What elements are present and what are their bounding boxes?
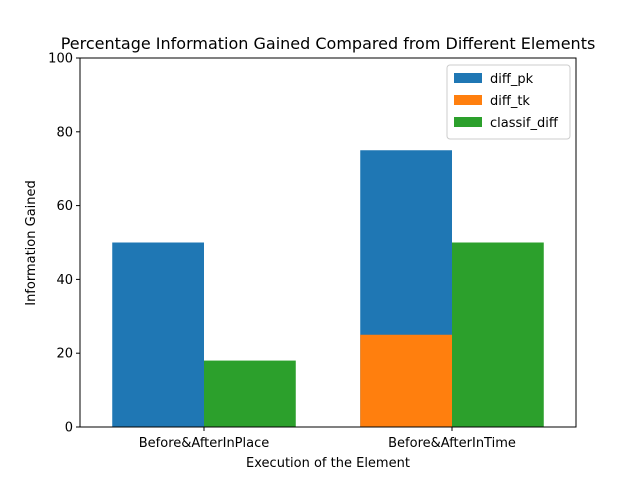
chart-title: Percentage Information Gained Compared f… (61, 34, 596, 53)
legend-label-diff_pk: diff_pk (490, 72, 534, 87)
bar-classif_diff-1 (452, 242, 544, 427)
y-axis-label: Information Gained (24, 180, 39, 306)
bar-diff_pk-0 (112, 242, 204, 427)
y-tick-label: 0 (65, 421, 73, 436)
legend-label-diff_tk: diff_tk (490, 94, 530, 109)
y-tick-label: 80 (56, 125, 73, 140)
legend-swatch-classif_diff (454, 117, 482, 127)
y-tick-label: 100 (48, 52, 73, 67)
x-axis-label: Execution of the Element (246, 456, 410, 471)
y-axis: 0 20 40 60 80 100 (48, 52, 80, 436)
y-tick-label: 40 (56, 273, 73, 288)
x-axis: Before&AfterInPlace Before&AfterInTime (139, 427, 516, 451)
legend-swatch-diff_pk (454, 73, 482, 83)
legend-swatch-diff_tk (454, 95, 482, 105)
plot-frame (79, 57, 577, 428)
bar-classif_diff-0 (204, 360, 296, 427)
y-tick-label: 20 (56, 347, 73, 362)
legend-label-classif_diff: classif_diff (490, 116, 559, 131)
x-tick-label: Before&AfterInPlace (139, 436, 270, 451)
y-tick-label: 60 (56, 199, 73, 214)
bars-group (112, 150, 544, 427)
legend: diff_pk diff_tk classif_diff (446, 64, 571, 140)
x-tick-label: Before&AfterInTime (388, 436, 516, 451)
bar-diff_tk-1 (360, 334, 452, 427)
